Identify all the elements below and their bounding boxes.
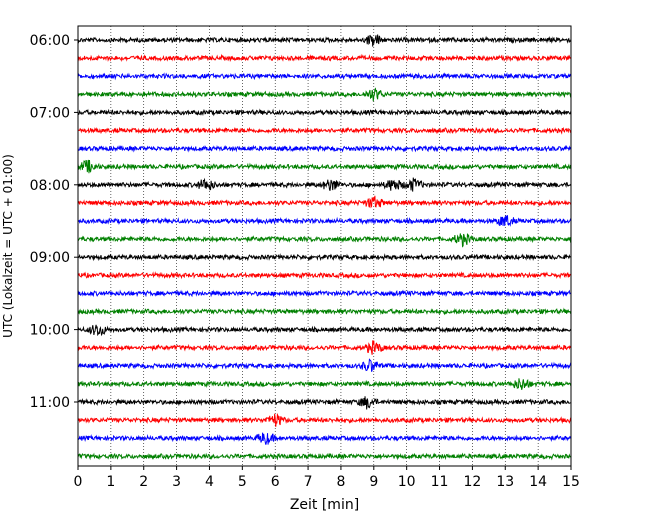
y-tick-label: 09:00 — [30, 250, 70, 266]
y-tick-label: 07:00 — [30, 105, 70, 121]
y-axis-ticks: 06:00 07:00 08:00 09:00 10:00 11:00 — [30, 33, 78, 411]
trace-row — [77, 271, 571, 280]
trace-row — [77, 195, 572, 209]
y-tick-label: 06:00 — [30, 33, 70, 49]
trace-row — [77, 253, 572, 262]
trace-row — [77, 215, 572, 227]
trace-row — [77, 233, 572, 248]
x-axis-label: Zeit [min] — [290, 497, 359, 513]
plot-area-frame — [77, 25, 572, 467]
y-tick-label: 11:00 — [30, 395, 70, 411]
x-tick-label: 0 — [74, 474, 83, 490]
x-tick-label: 8 — [336, 474, 345, 490]
trace-row — [77, 432, 572, 445]
trace-row — [77, 340, 572, 355]
trace-row — [77, 358, 572, 372]
x-tick-label: 6 — [271, 474, 280, 490]
trace-row — [77, 177, 572, 192]
trace-group — [77, 34, 572, 461]
x-tick-label: 3 — [172, 474, 181, 490]
trace-row — [77, 87, 572, 102]
y-tick-label: 10:00 — [30, 323, 70, 339]
x-tick-label: 14 — [529, 474, 547, 490]
trace-row — [77, 396, 572, 410]
x-tick-label: 2 — [139, 474, 148, 490]
trace-row — [77, 324, 572, 337]
x-tick-label: 15 — [562, 474, 580, 490]
trace-row — [77, 289, 572, 298]
x-tick-label: 9 — [369, 474, 378, 490]
trace-row — [77, 108, 572, 117]
trace-row — [77, 412, 572, 427]
x-tick-label: 12 — [463, 474, 481, 490]
x-tick-label: 7 — [304, 474, 313, 490]
y-axis-label: UTC (Lokalzeit = UTC + 01:00) — [1, 154, 15, 338]
vertical-grid-lines — [110, 26, 539, 466]
trace-row — [77, 307, 572, 316]
x-tick-label: 11 — [431, 474, 449, 490]
x-tick-label: 13 — [496, 474, 514, 490]
x-tick-label: 5 — [238, 474, 247, 490]
x-tick-label: 10 — [398, 474, 416, 490]
trace-row — [77, 452, 572, 461]
y-tick-label: 08:00 — [30, 178, 70, 194]
trace-row — [77, 159, 572, 174]
x-tick-label: 1 — [106, 474, 115, 490]
trace-row — [77, 53, 572, 62]
x-tick-label: 4 — [205, 474, 214, 490]
trace-row — [77, 34, 572, 47]
x-axis-ticks: 0 1 2 3 4 5 6 7 8 9 10 11 12 13 14 15 — [74, 466, 580, 490]
trace-row — [77, 378, 572, 390]
trace-row — [77, 144, 572, 153]
trace-row — [77, 72, 572, 81]
trace-row — [77, 126, 572, 135]
